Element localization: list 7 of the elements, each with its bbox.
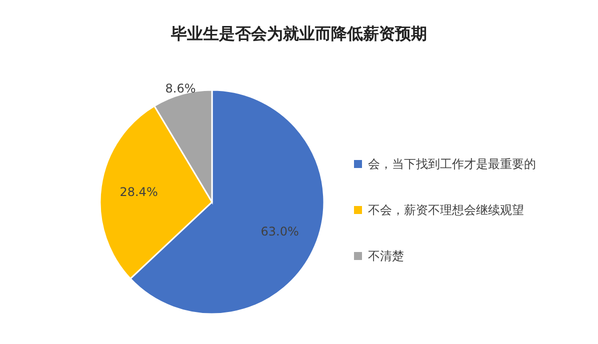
data-label: 8.6% — [165, 81, 196, 96]
legend-label: 不清楚 — [368, 249, 404, 263]
chart-title: 毕业生是否会为就业而降低薪资预期 — [170, 24, 427, 43]
data-label: 28.4% — [120, 184, 158, 199]
legend-label: 会，当下找到工作才是最重要的 — [368, 157, 536, 171]
data-label: 63.0% — [260, 224, 299, 238]
legend-label: 不会，薪资不理想会继续观望 — [368, 203, 524, 217]
